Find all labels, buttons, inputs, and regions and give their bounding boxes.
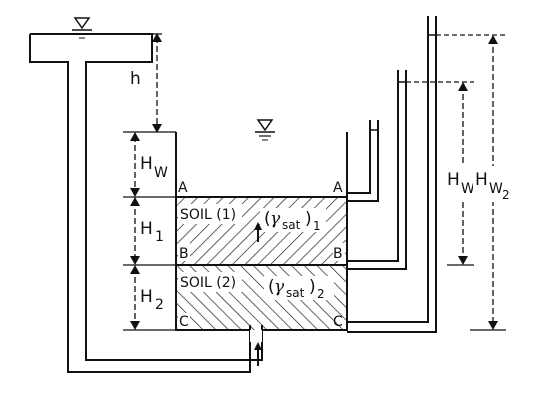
svg-text:sat: sat <box>282 218 301 232</box>
svg-text:γ: γ <box>270 209 281 229</box>
sample-container <box>175 119 348 366</box>
label-a-left: A <box>178 180 188 196</box>
container-water-level-icon <box>255 119 275 141</box>
svg-text:H: H <box>140 154 153 174</box>
dim-h1 <box>123 196 176 265</box>
svg-text:W: W <box>489 181 503 197</box>
dim-h <box>152 33 162 133</box>
label-c-right: C <box>333 314 343 330</box>
piezometer-c <box>347 16 437 333</box>
svg-text:H: H <box>447 170 460 190</box>
svg-text:H: H <box>140 219 153 239</box>
svg-text:2: 2 <box>155 297 164 313</box>
label-gamma-sat-1: ( γ sat ) 1 <box>264 209 321 233</box>
svg-text:W: W <box>154 165 168 181</box>
svg-text:): ) <box>305 209 312 229</box>
svg-text:(: ( <box>264 209 271 229</box>
svg-text:H: H <box>475 170 488 190</box>
svg-text:2: 2 <box>502 188 510 202</box>
label-soil1: SOIL (1) <box>180 207 236 223</box>
svg-text:(: ( <box>268 277 275 297</box>
label-h: h <box>130 69 141 89</box>
svg-text:W: W <box>461 181 475 197</box>
label-hw2: H W 2 <box>473 166 517 202</box>
svg-text:1: 1 <box>155 229 164 245</box>
label-soil2: SOIL (2) <box>180 275 236 291</box>
svg-text:γ: γ <box>274 277 285 297</box>
label-h2: H 2 <box>138 285 168 313</box>
svg-text:): ) <box>309 277 316 297</box>
label-b-right: B <box>333 246 343 262</box>
dim-hw1 <box>406 81 474 266</box>
label-c-left: C <box>179 314 189 330</box>
water-level-icon <box>72 17 92 39</box>
label-hw: H W <box>138 150 174 181</box>
dim-hw <box>123 131 176 197</box>
svg-text:1: 1 <box>313 219 321 233</box>
svg-text:H: H <box>140 287 153 307</box>
svg-text:2: 2 <box>317 287 325 301</box>
label-gamma-sat-2: ( γ sat ) 2 <box>268 277 325 301</box>
piezometer-a <box>347 120 379 202</box>
label-b-left: B <box>179 246 189 262</box>
svg-text:sat: sat <box>286 286 305 300</box>
label-a-right: A <box>333 180 343 196</box>
dim-h2 <box>123 264 176 331</box>
piezometer-b <box>347 70 407 270</box>
label-h1: H 1 <box>138 216 168 245</box>
